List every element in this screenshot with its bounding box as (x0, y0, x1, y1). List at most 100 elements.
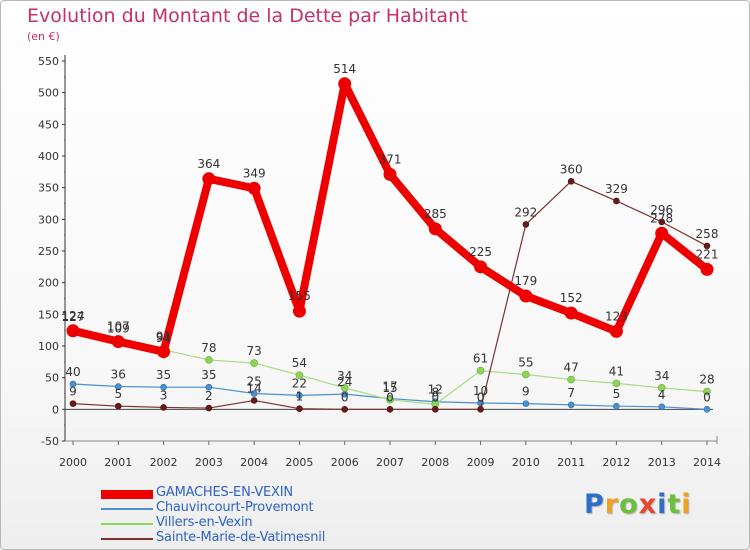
data-point (519, 289, 533, 303)
data-label: 371 (379, 152, 402, 166)
x-tick-label: 2004 (240, 456, 268, 469)
data-label: 17 (382, 380, 397, 394)
data-label: 0 (341, 390, 349, 404)
data-point (428, 222, 442, 236)
data-point (295, 371, 304, 379)
y-tick-label: 100 (38, 340, 59, 353)
x-tick-label: 2000 (59, 456, 87, 469)
data-point (522, 370, 530, 379)
data-label: 4 (658, 388, 666, 402)
data-point (613, 402, 620, 410)
data-point (567, 401, 575, 409)
y-tick-label: 200 (38, 277, 59, 290)
data-label: 5 (114, 387, 122, 401)
legend-label: Villers-en-Vexin (156, 515, 253, 530)
data-point (386, 406, 394, 413)
data-point (341, 406, 349, 413)
data-point (386, 396, 394, 404)
data-point (700, 262, 714, 276)
data-label: 109 (107, 321, 130, 335)
y-tick-label: 350 (38, 182, 59, 195)
data-label: 5 (613, 387, 621, 401)
x-tick-label: 2011 (557, 456, 585, 469)
x-tick-label: 2014 (693, 456, 721, 469)
chart-title: Evolution du Montant de la Dette par Hab… (27, 5, 468, 27)
data-label: 278 (650, 211, 673, 225)
x-tick-label: 2007 (376, 456, 404, 469)
data-point (612, 379, 621, 388)
data-label: 155 (288, 289, 311, 303)
data-label: 34 (337, 369, 352, 383)
data-label: 349 (243, 166, 266, 180)
data-point (658, 218, 666, 226)
y-tick-label: 300 (38, 213, 59, 226)
data-label: 7 (567, 386, 575, 400)
data-point (202, 172, 216, 186)
data-point (474, 260, 488, 274)
data-label: 25 (247, 375, 262, 389)
y-tick-label: 0 (52, 403, 59, 416)
data-label: 28 (699, 373, 714, 387)
data-label: 41 (609, 364, 624, 378)
data-point (564, 306, 578, 320)
data-label: 9 (522, 385, 530, 399)
legend-label: GAMACHES-EN-VEXIN (156, 485, 293, 500)
logo-letter: P (584, 489, 605, 520)
data-label: 40 (65, 365, 80, 379)
series-0 (66, 77, 714, 359)
y-tick-label: 400 (38, 150, 59, 163)
data-label: 73 (247, 344, 262, 358)
data-point (613, 197, 620, 205)
data-point (703, 387, 711, 396)
x-tick-label: 2008 (421, 456, 449, 469)
data-point (69, 400, 77, 407)
data-label: 35 (201, 368, 216, 382)
data-label: 360 (560, 162, 583, 176)
x-tick-label: 2001 (104, 456, 132, 469)
data-point (338, 77, 352, 91)
y-tick-label: 500 (38, 87, 59, 100)
data-label: 0 (386, 390, 394, 404)
logo-letter: o (619, 489, 639, 520)
data-label: 127 (62, 310, 85, 324)
data-label: 55 (518, 356, 533, 370)
data-point (340, 383, 349, 392)
x-tick-label: 2006 (331, 456, 359, 469)
x-tick-label: 2010 (512, 456, 540, 469)
data-point (160, 404, 167, 411)
legend-swatch (101, 538, 153, 540)
data-point (160, 383, 167, 391)
data-label: 179 (514, 274, 537, 288)
data-label: 3 (160, 388, 168, 402)
legend-item: Sainte-Marie-de-Vatimesnil (101, 530, 501, 547)
logo-letter: r (604, 489, 620, 520)
data-point (655, 226, 669, 240)
data-label: 22 (292, 376, 307, 390)
data-label: 34 (654, 369, 669, 383)
data-label: 47 (564, 361, 579, 375)
data-label: 258 (696, 227, 719, 241)
y-tick-label: 150 (38, 308, 59, 321)
data-point (431, 406, 439, 413)
legend-label: Chauvincourt-Provemont (156, 500, 314, 515)
data-point (477, 406, 484, 413)
data-point (296, 392, 303, 399)
data-point (205, 383, 213, 391)
legend: GAMACHES-EN-VEXIN Chauvincourt-Provemont V… (101, 485, 501, 547)
x-tick-label: 2013 (648, 456, 676, 469)
data-label: 225 (469, 245, 492, 259)
data-label: 78 (201, 341, 216, 355)
data-point (296, 405, 303, 413)
data-label: 12 (428, 383, 443, 397)
logo-letter: t (667, 489, 682, 520)
data-point (250, 390, 258, 397)
data-point (383, 167, 397, 181)
data-label: 94 (156, 331, 171, 345)
chart-axes: -500501001502002503003504004505005502000… (38, 55, 721, 469)
data-label: 36 (111, 368, 126, 382)
data-label: 0 (431, 390, 439, 404)
x-tick-label: 2009 (467, 456, 495, 469)
data-point (250, 397, 258, 404)
data-label: 514 (333, 62, 356, 76)
